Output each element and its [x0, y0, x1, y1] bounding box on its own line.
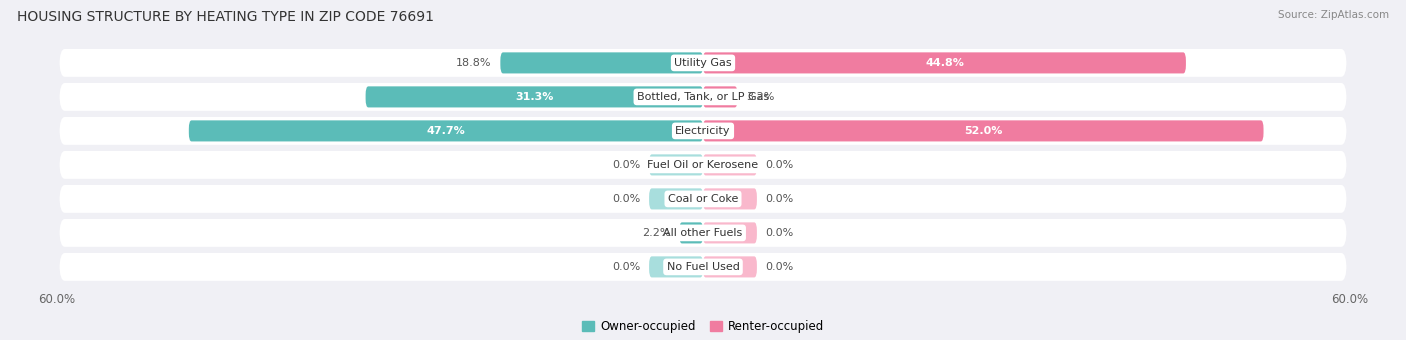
Text: 0.0%: 0.0%	[612, 160, 641, 170]
Text: 0.0%: 0.0%	[765, 262, 794, 272]
Text: Source: ZipAtlas.com: Source: ZipAtlas.com	[1278, 10, 1389, 20]
Text: 31.3%: 31.3%	[515, 92, 554, 102]
Text: 47.7%: 47.7%	[426, 126, 465, 136]
FancyBboxPatch shape	[703, 86, 738, 107]
FancyBboxPatch shape	[650, 188, 703, 209]
FancyBboxPatch shape	[703, 120, 1264, 141]
FancyBboxPatch shape	[650, 256, 703, 277]
FancyBboxPatch shape	[59, 151, 1347, 179]
Text: Electricity: Electricity	[675, 126, 731, 136]
FancyBboxPatch shape	[59, 253, 1347, 281]
FancyBboxPatch shape	[59, 49, 1347, 77]
Text: 0.0%: 0.0%	[612, 262, 641, 272]
Text: 0.0%: 0.0%	[612, 194, 641, 204]
FancyBboxPatch shape	[703, 256, 756, 277]
Text: 0.0%: 0.0%	[765, 160, 794, 170]
Text: 18.8%: 18.8%	[456, 58, 492, 68]
FancyBboxPatch shape	[703, 188, 756, 209]
FancyBboxPatch shape	[501, 52, 703, 73]
FancyBboxPatch shape	[59, 219, 1347, 247]
Text: 0.0%: 0.0%	[765, 194, 794, 204]
FancyBboxPatch shape	[703, 222, 756, 243]
FancyBboxPatch shape	[679, 222, 703, 243]
FancyBboxPatch shape	[650, 154, 703, 175]
FancyBboxPatch shape	[703, 154, 756, 175]
FancyBboxPatch shape	[366, 86, 703, 107]
Text: 0.0%: 0.0%	[765, 228, 794, 238]
Text: HOUSING STRUCTURE BY HEATING TYPE IN ZIP CODE 76691: HOUSING STRUCTURE BY HEATING TYPE IN ZIP…	[17, 10, 434, 24]
Text: 44.8%: 44.8%	[925, 58, 965, 68]
Text: No Fuel Used: No Fuel Used	[666, 262, 740, 272]
Text: 2.2%: 2.2%	[643, 228, 671, 238]
FancyBboxPatch shape	[59, 117, 1347, 145]
Text: Utility Gas: Utility Gas	[675, 58, 731, 68]
Text: Fuel Oil or Kerosene: Fuel Oil or Kerosene	[647, 160, 759, 170]
Text: 3.2%: 3.2%	[747, 92, 775, 102]
FancyBboxPatch shape	[59, 83, 1347, 111]
Legend: Owner-occupied, Renter-occupied: Owner-occupied, Renter-occupied	[578, 315, 828, 338]
FancyBboxPatch shape	[188, 120, 703, 141]
Text: 52.0%: 52.0%	[965, 126, 1002, 136]
Text: All other Fuels: All other Fuels	[664, 228, 742, 238]
Text: Bottled, Tank, or LP Gas: Bottled, Tank, or LP Gas	[637, 92, 769, 102]
Text: Coal or Coke: Coal or Coke	[668, 194, 738, 204]
FancyBboxPatch shape	[703, 52, 1185, 73]
FancyBboxPatch shape	[59, 185, 1347, 213]
